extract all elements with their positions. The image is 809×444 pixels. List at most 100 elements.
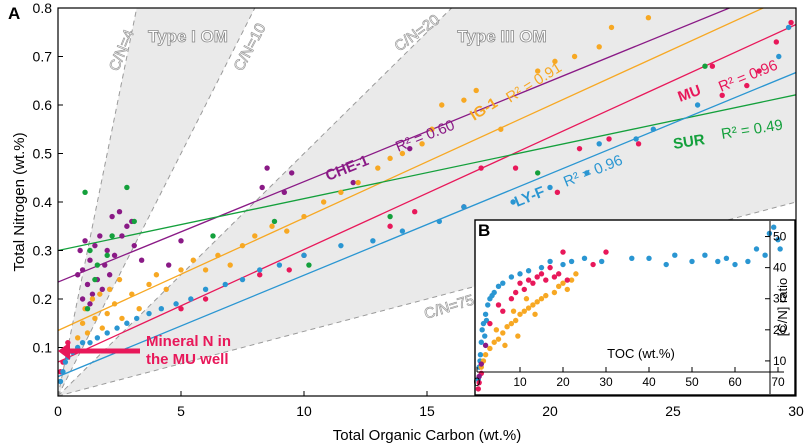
data-point-mu (412, 209, 418, 215)
inset-data-point-ig-1 (560, 280, 566, 286)
data-point-ig-1 (190, 257, 196, 263)
data-point-che-1 (74, 272, 81, 278)
data-point-che-1 (116, 209, 123, 215)
data-point-ly-f (146, 310, 152, 317)
inset-data-point-ig-1 (515, 333, 521, 339)
data-point-ly-f (461, 204, 467, 210)
inset-data-point-mu (521, 286, 527, 293)
data-point-ly-f (547, 184, 553, 191)
data-point-mu (773, 39, 780, 45)
data-point-ig-1 (498, 126, 504, 132)
data-point-ly-f (202, 286, 209, 292)
data-point-mu (478, 165, 484, 171)
inset-data-point-mu (534, 274, 540, 280)
data-point-che-1 (407, 145, 413, 152)
inset-data-point-mu (530, 280, 536, 286)
inset-x-tick-label: 30 (599, 375, 613, 389)
x-tick-label: 0 (54, 403, 62, 419)
data-point-mu (635, 141, 642, 147)
data-point-sur (271, 218, 278, 225)
inset-data-point-ig-1 (568, 277, 575, 283)
inset-x-tick-label: 40 (642, 375, 656, 389)
inset-data-point-ly-f (715, 258, 721, 265)
data-point-ig-1 (97, 291, 103, 297)
data-point-che-1 (79, 267, 86, 273)
data-point-mu (709, 63, 716, 69)
inset-data-point-ly-f (478, 339, 484, 345)
data-point-ig-1 (104, 310, 110, 317)
inset-data-point-ly-f (483, 317, 490, 324)
data-point-che-1 (77, 247, 83, 254)
inset-data-point-ig-1 (482, 351, 489, 358)
data-point-che-1 (87, 257, 93, 263)
data-point-ig-1 (320, 199, 327, 205)
fit-line-che-1 (58, 8, 732, 283)
data-point-ig-1 (375, 165, 381, 171)
inset-data-point-ly-f (482, 311, 489, 317)
data-point-sur (306, 262, 312, 268)
inset-data-point-ig-1 (504, 324, 510, 330)
inset-data-point-mu (475, 386, 481, 392)
data-point-ig-1 (301, 213, 307, 220)
data-point-sur (92, 276, 98, 283)
inset-y-tick-label: 40 (773, 261, 787, 275)
inset-y-tick-label: 30 (773, 292, 787, 306)
data-point-che-1 (82, 238, 88, 244)
inset-data-point-ig-1 (532, 311, 538, 317)
data-point-ig-1 (552, 58, 558, 65)
inset-data-point-ly-f (560, 261, 566, 268)
inset-data-point-mu (564, 277, 570, 283)
data-point-ly-f (62, 359, 69, 365)
x-tick-label: 10 (296, 403, 312, 419)
data-point-mu (576, 145, 583, 152)
data-point-ig-1 (399, 150, 406, 157)
inset-data-point-ly-f (485, 302, 491, 308)
data-point-ig-1 (252, 233, 258, 239)
inset-data-point-mu (517, 280, 523, 286)
data-point-che-1 (289, 170, 295, 176)
inset-data-point-mu (547, 264, 553, 271)
series-label-mu: MU (676, 82, 704, 106)
inset-data-point-ig-1 (500, 330, 506, 336)
data-point-ig-1 (571, 53, 578, 60)
data-point-sur (87, 247, 93, 254)
data-point-ly-f (596, 141, 602, 147)
x-tick-label: 15 (419, 403, 435, 419)
data-point-ig-1 (227, 262, 233, 268)
data-point-ig-1 (215, 252, 221, 259)
inset-y-tick-label: 20 (773, 323, 787, 337)
data-point-ig-1 (338, 189, 344, 195)
inset-data-point-ly-f (500, 280, 506, 286)
data-point-che-1 (138, 257, 145, 263)
data-point-che-1 (124, 223, 130, 229)
data-point-che-1 (259, 184, 265, 191)
y-tick-label: 0.5 (33, 146, 53, 162)
inset-x-tick-label: 0 (474, 375, 481, 389)
data-point-ig-1 (84, 330, 91, 336)
inset-data-point-ly-f (646, 255, 652, 262)
om-zone-1 (58, 8, 796, 396)
data-point-ig-1 (136, 306, 142, 312)
data-point-ig-1 (608, 24, 615, 31)
inset-x-tick-label: 70 (771, 375, 785, 389)
data-point-ly-f (58, 378, 64, 385)
inset-data-point-ly-f (745, 258, 751, 265)
inset-data-point-ly-f (753, 246, 760, 252)
data-point-che-1 (97, 233, 103, 239)
inset-data-point-mu (508, 296, 515, 302)
data-point-ig-1 (163, 286, 169, 292)
data-point-sur (94, 262, 101, 268)
data-point-ig-1 (535, 68, 541, 74)
inset-data-point-ig-1 (493, 327, 500, 333)
data-point-ly-f (584, 170, 590, 176)
inset-data-point-ly-f (771, 224, 777, 230)
cn-ratio-line (58, 201, 796, 396)
inset-data-point-ig-1 (564, 286, 570, 293)
series-label-sur: SUR (672, 131, 706, 153)
data-point-ig-1 (153, 272, 160, 278)
inset-data-point-mu (603, 249, 609, 255)
inset-data-point-ly-f (568, 258, 575, 265)
data-point-che-1 (89, 291, 96, 297)
